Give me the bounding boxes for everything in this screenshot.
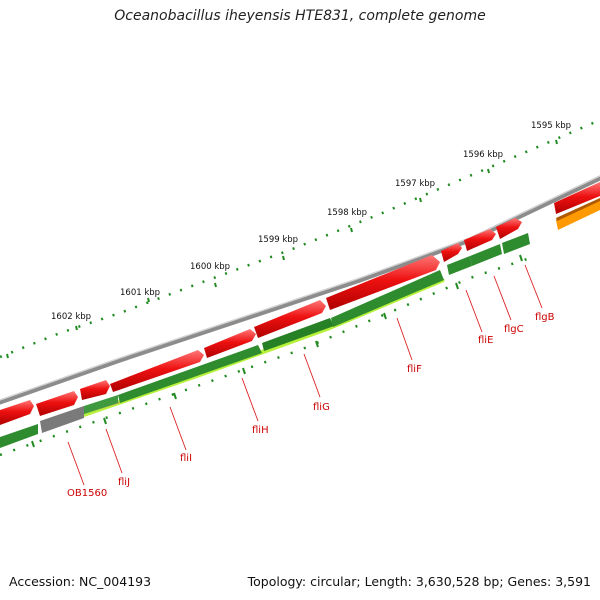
- gene-label-OB1560[interactable]: OB1560: [67, 488, 107, 499]
- gene-label-fliH[interactable]: fliH: [252, 425, 269, 436]
- accession-text: Accession: NC_004193: [9, 574, 152, 589]
- gene-label-fliJ[interactable]: fliJ: [118, 477, 130, 488]
- kbp-label-1601: 1601 kbp: [120, 288, 160, 298]
- kbp-label-1599: 1599 kbp: [258, 235, 298, 245]
- gene-label-flgB[interactable]: flgB: [535, 312, 555, 323]
- kbp-label-1598: 1598 kbp: [327, 208, 367, 218]
- gene-label-fliF[interactable]: fliF: [407, 364, 422, 375]
- genome-summary-text: Topology: circular; Length: 3,630,528 bp…: [247, 574, 591, 589]
- kbp-label-1602: 1602 kbp: [51, 312, 91, 322]
- map-title: Oceanobacillus iheyensis HTE831, complet…: [114, 8, 486, 24]
- kbp-label-1596: 1596 kbp: [463, 150, 503, 160]
- ruler-major-ticks: [6, 139, 558, 359]
- gene-label-fliE[interactable]: fliE: [478, 335, 493, 346]
- gene-label-flgC[interactable]: flgC: [504, 324, 524, 335]
- cds-arrows: [0, 182, 600, 425]
- highlight-gene: [556, 200, 600, 230]
- kbp-label-1595: 1595 kbp: [531, 121, 571, 131]
- kbp-label-1600: 1600 kbp: [190, 262, 230, 272]
- gene-track: [0, 233, 530, 448]
- gene-label-fliI[interactable]: fliI: [180, 453, 192, 464]
- ruler-dots: [0, 118, 600, 359]
- kbp-label-1597: 1597 kbp: [395, 179, 435, 189]
- label-leaders: [67, 264, 543, 486]
- genome-backbone: [0, 175, 600, 405]
- gene-label-fliG[interactable]: fliG: [313, 402, 330, 413]
- gene-ob1560-box: [40, 406, 84, 433]
